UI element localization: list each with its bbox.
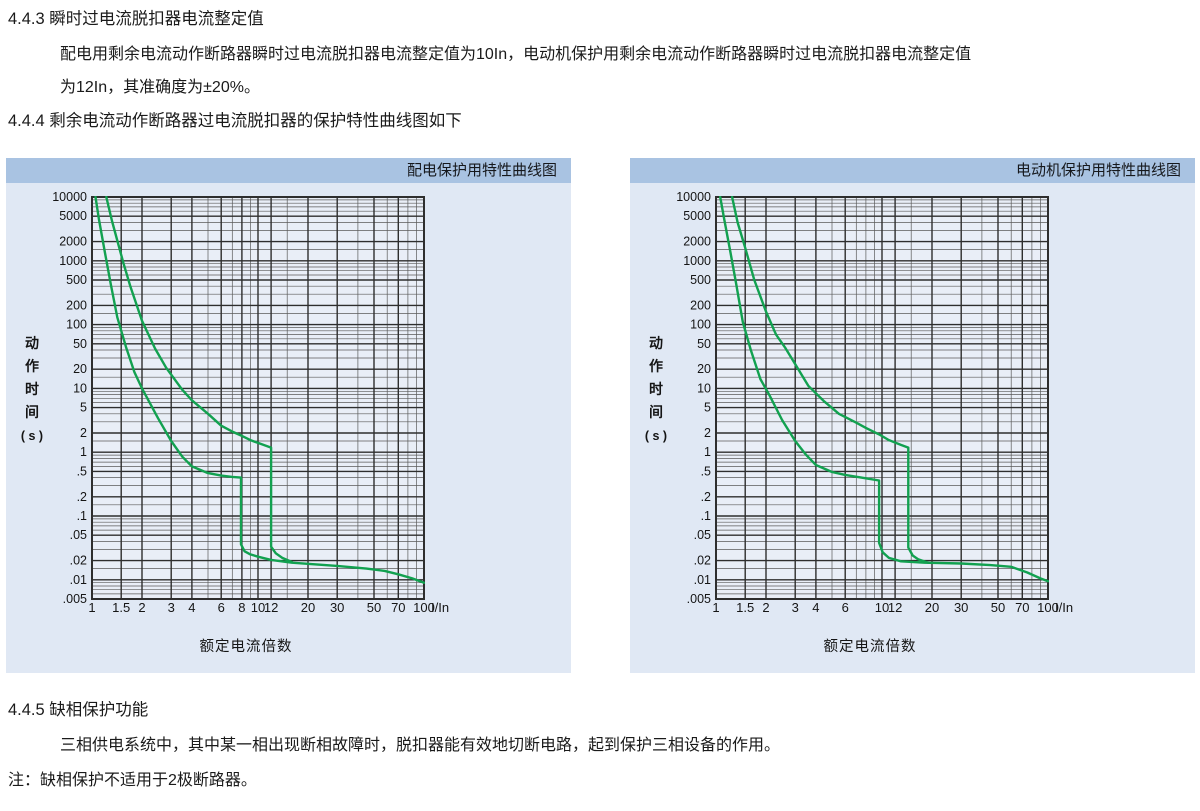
- svg-text:间: 间: [25, 404, 39, 420]
- svg-text:( s ): ( s ): [645, 429, 667, 443]
- distribution-protection-curve-chart: 10000500020001000500200100502010521.5.2.…: [21, 190, 449, 655]
- svg-text:.005: .005: [63, 592, 87, 606]
- svg-text:8: 8: [238, 600, 245, 615]
- svg-text:时: 时: [649, 381, 663, 397]
- svg-text:50: 50: [991, 600, 1005, 615]
- distribution-panel-title-bar: 配电保护用特性曲线图: [6, 158, 571, 183]
- svg-text:.2: .2: [701, 490, 711, 504]
- svg-text:.5: .5: [77, 464, 87, 478]
- svg-text:30: 30: [330, 600, 344, 615]
- svg-text:2: 2: [704, 426, 711, 440]
- svg-text:时: 时: [25, 381, 39, 397]
- svg-text:1.5: 1.5: [736, 600, 754, 615]
- svg-text:1000: 1000: [683, 254, 711, 268]
- svg-text:2: 2: [762, 600, 769, 615]
- svg-text:动: 动: [649, 335, 663, 351]
- svg-text:100: 100: [413, 600, 435, 615]
- svg-text:动: 动: [25, 335, 39, 351]
- svg-text:5: 5: [704, 401, 711, 415]
- svg-text:20: 20: [73, 362, 87, 376]
- svg-text:.1: .1: [77, 509, 87, 523]
- svg-text:5: 5: [80, 401, 87, 415]
- svg-text:1: 1: [80, 445, 87, 459]
- svg-text:( s ): ( s ): [21, 429, 43, 443]
- svg-text:1: 1: [712, 600, 719, 615]
- svg-text:.05: .05: [694, 528, 711, 542]
- motor-chart-area: 10000 5000 2000 1000 500 200 100 50 20 10 5 2 1.5.2.…: [630, 183, 1195, 673]
- svg-text:6: 6: [842, 600, 849, 615]
- svg-text:100: 100: [66, 318, 87, 332]
- svg-text:50: 50: [697, 337, 711, 351]
- svg-text:5000: 5000: [59, 209, 87, 223]
- svg-text:5000: 5000: [683, 209, 711, 223]
- distribution-panel-title: 配电保护用特性曲线图: [406, 162, 557, 179]
- section-4-4-5-paragraph: 三相供电系统中，其中某一相出现断相故障时，脱扣器能有效地切断电路，起到保护三相设…: [60, 737, 781, 754]
- svg-text:2: 2: [138, 600, 145, 615]
- svg-text:.1: .1: [701, 509, 711, 523]
- svg-text:1: 1: [88, 600, 95, 615]
- section-4-4-3-heading: 4.4.3 瞬时过电流脱扣器电流整定值: [8, 10, 264, 28]
- motor-protection-panel: 电动机保护用特性曲线图 10000 5000 2000 1000 500 200 100 50…: [630, 158, 1195, 673]
- svg-text:.05: .05: [70, 528, 87, 542]
- svg-text:12: 12: [888, 600, 902, 615]
- svg-text:20: 20: [697, 362, 711, 376]
- svg-text:4: 4: [812, 600, 819, 615]
- section-4-4-5-note: 注：缺相保护不适用于2极断路器。: [8, 772, 257, 789]
- svg-text:50: 50: [73, 337, 87, 351]
- svg-text:6: 6: [218, 600, 225, 615]
- svg-text:.005: .005: [687, 592, 711, 606]
- svg-text:10: 10: [251, 600, 265, 615]
- section-4-4-3-paragraph-line2: 为12In，其准确度为±20%。: [60, 79, 260, 96]
- svg-text:10: 10: [697, 381, 711, 395]
- svg-text:.5: .5: [701, 464, 711, 478]
- svg-text:20: 20: [925, 600, 939, 615]
- svg-text:3: 3: [168, 600, 175, 615]
- motor-protection-curve-chart: 10000500020001000500200100502010521.5.2.…: [645, 190, 1073, 655]
- svg-text:.02: .02: [694, 554, 711, 568]
- section-4-4-5-heading: 4.4.5 缺相保护功能: [8, 701, 149, 719]
- svg-text:1.5: 1.5: [112, 600, 130, 615]
- svg-text:2000: 2000: [683, 235, 711, 249]
- svg-text:70: 70: [391, 600, 405, 615]
- svg-text:.2: .2: [77, 490, 87, 504]
- svg-text:I/In: I/In: [1055, 600, 1073, 615]
- svg-text:200: 200: [690, 298, 711, 312]
- svg-text:.01: .01: [70, 573, 87, 587]
- svg-text:12: 12: [264, 600, 278, 615]
- svg-text:1: 1: [704, 445, 711, 459]
- svg-text:500: 500: [66, 273, 87, 287]
- svg-text:.01: .01: [694, 573, 711, 587]
- svg-text:2000: 2000: [59, 235, 87, 249]
- svg-text:间: 间: [649, 404, 663, 420]
- svg-text:10000: 10000: [52, 190, 87, 204]
- svg-text:30: 30: [954, 600, 968, 615]
- svg-text:50: 50: [367, 600, 381, 615]
- svg-text:100: 100: [690, 318, 711, 332]
- svg-text:I/In: I/In: [431, 600, 449, 615]
- svg-text:作: 作: [649, 358, 663, 374]
- svg-text:10: 10: [73, 381, 87, 395]
- svg-text:额定电流倍数: 额定电流倍数: [200, 638, 293, 655]
- distribution-protection-panel: 配电保护用特性曲线图 10000 5000 2000 1000 500 200 100 50 2…: [6, 158, 571, 673]
- svg-text:2: 2: [80, 426, 87, 440]
- section-4-4-4-heading: 4.4.4 剩余电流动作断路器过电流脱扣器的保护特性曲线图如下: [8, 112, 462, 130]
- svg-text:500: 500: [690, 273, 711, 287]
- svg-text:10000: 10000: [676, 190, 711, 204]
- svg-text:.02: .02: [70, 554, 87, 568]
- svg-text:额定电流倍数: 额定电流倍数: [824, 638, 917, 655]
- svg-text:70: 70: [1015, 600, 1029, 615]
- svg-text:4: 4: [188, 600, 195, 615]
- svg-text:1000: 1000: [59, 254, 87, 268]
- svg-text:100: 100: [1037, 600, 1059, 615]
- motor-panel-title-bar: 电动机保护用特性曲线图: [630, 158, 1195, 183]
- distribution-chart-area: 10000 5000 2000 1000 500 200 100 50 20 10 5 2 1.5.2.…: [6, 183, 571, 673]
- motor-panel-title: 电动机保护用特性曲线图: [1015, 162, 1181, 179]
- svg-text:20: 20: [301, 600, 315, 615]
- svg-text:作: 作: [25, 358, 39, 374]
- svg-text:3: 3: [792, 600, 799, 615]
- svg-text:200: 200: [66, 298, 87, 312]
- section-4-4-3-paragraph-line1: 配电用剩余电流动作断路器瞬时过电流脱扣器电流整定值为10In，电动机保护用剩余电…: [60, 46, 972, 63]
- svg-text:10: 10: [875, 600, 889, 615]
